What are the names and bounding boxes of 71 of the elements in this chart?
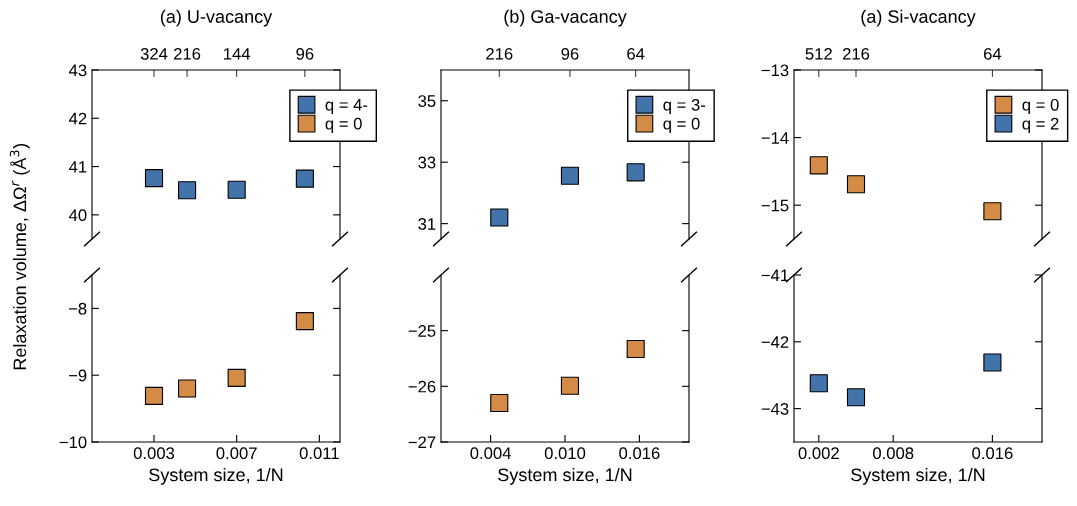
x-tick-label: 0.016 bbox=[972, 447, 1013, 460]
y-tick-label: 33 bbox=[418, 156, 436, 169]
x-axis-title: System size, 1/N bbox=[851, 467, 985, 485]
text: 144 bbox=[224, 48, 251, 60]
text: 324 bbox=[140, 47, 168, 60]
y-tick-label: 41 bbox=[68, 161, 87, 173]
x-tick-label: 0.010 bbox=[544, 447, 586, 460]
legend-label: q = 3- bbox=[663, 98, 706, 115]
point bbox=[846, 175, 866, 194]
point bbox=[846, 388, 866, 407]
y-axis-title: Relaxation volume, ΔΩ$^{r}$ (Å$^{3}$) bbox=[9, 144, 30, 370]
x-axis-title: System size, 1/N bbox=[149, 467, 283, 485]
point bbox=[227, 180, 246, 199]
x-tick-label: 0.008 bbox=[873, 447, 914, 460]
y-tick-label: −27 bbox=[408, 436, 436, 449]
legend-label: q = 0 bbox=[1022, 98, 1059, 115]
point bbox=[178, 379, 197, 398]
point bbox=[983, 202, 1002, 221]
point bbox=[295, 312, 314, 331]
point bbox=[626, 339, 645, 359]
legend-label: q = 4- bbox=[325, 99, 368, 115]
text: 96 bbox=[561, 47, 579, 60]
legend-label: q = 0 bbox=[663, 117, 700, 133]
x-tick-label: 0.003 bbox=[133, 447, 175, 460]
point bbox=[983, 353, 1002, 372]
y-tick-label: 43 bbox=[68, 64, 87, 77]
y-tick-label: 42 bbox=[68, 112, 87, 125]
text: 216 bbox=[486, 47, 513, 60]
point bbox=[809, 374, 828, 393]
text: 64 bbox=[983, 47, 1002, 60]
point bbox=[626, 163, 645, 182]
y-tick-label: 35 bbox=[418, 95, 436, 107]
y-tick-label: −14 bbox=[761, 132, 789, 144]
point bbox=[809, 156, 828, 175]
y-tick-label: −26 bbox=[408, 380, 436, 393]
legend-label: q = 0 bbox=[325, 117, 362, 133]
y-tick-label: 40 bbox=[68, 209, 87, 222]
y-tick-label: −8 bbox=[68, 302, 87, 315]
point bbox=[490, 393, 509, 413]
text: 216 bbox=[174, 47, 201, 60]
x-axis-title: System size, 1/N bbox=[498, 467, 632, 485]
y-tick-label: −9 bbox=[68, 369, 87, 382]
y-tick-label: −43 bbox=[761, 403, 789, 415]
y-tick-label: −25 bbox=[408, 325, 436, 337]
chart-title: (b) Ga-vacancy bbox=[504, 9, 627, 27]
point bbox=[295, 169, 314, 188]
point bbox=[227, 368, 246, 387]
y-tick-label: −42 bbox=[761, 336, 789, 348]
x-tick-label: 0.011 bbox=[299, 447, 339, 460]
point bbox=[490, 208, 509, 227]
text: 96 bbox=[296, 47, 314, 60]
point bbox=[560, 166, 580, 185]
text: 512 bbox=[805, 47, 832, 60]
y-tick-label: 31 bbox=[418, 218, 436, 230]
chart-title: (a) U-vacancy bbox=[160, 9, 273, 27]
x-tick-label: 0.007 bbox=[216, 447, 257, 460]
x-tick-label: 0.016 bbox=[619, 447, 660, 460]
legend-label: q = 2 bbox=[1022, 117, 1059, 133]
point bbox=[560, 376, 580, 395]
point bbox=[144, 386, 164, 405]
chart-title: (a) Si-vacancy bbox=[861, 9, 976, 27]
x-tick-label: 0.004 bbox=[470, 447, 511, 460]
text: 64 bbox=[627, 47, 645, 60]
y-tick-label: −13 bbox=[761, 64, 789, 77]
y-tick-label: −10 bbox=[59, 436, 87, 449]
point bbox=[144, 169, 164, 188]
text: 216 bbox=[842, 47, 870, 60]
y-tick-label: −41 bbox=[761, 269, 789, 282]
x-tick-label: 0.002 bbox=[798, 447, 839, 460]
point bbox=[178, 181, 197, 200]
y-tick-label: −15 bbox=[761, 199, 789, 212]
